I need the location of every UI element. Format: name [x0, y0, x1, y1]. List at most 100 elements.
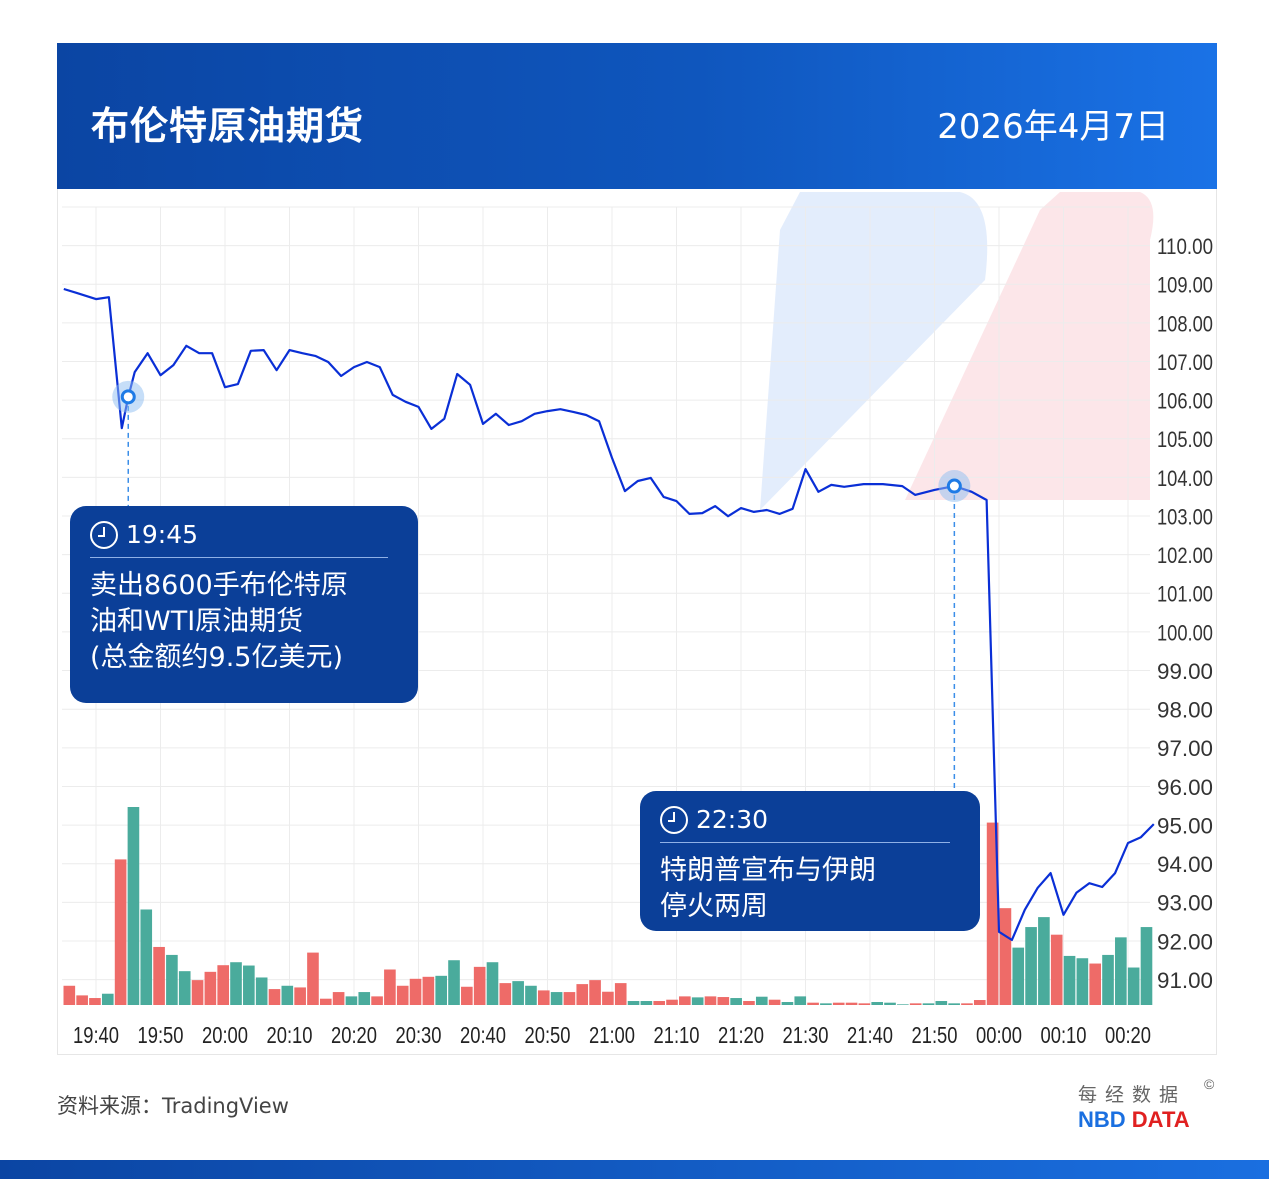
volume-bar — [89, 998, 101, 1005]
volume-bar — [1115, 937, 1127, 1005]
volume-bar — [717, 997, 730, 1005]
volume-bar — [243, 965, 255, 1005]
y-tick-label: 104.00 — [1157, 466, 1213, 491]
clock-icon — [660, 805, 688, 834]
volume-bar — [897, 1004, 909, 1005]
volume-bar — [448, 960, 460, 1005]
source-note: 资料来源：TradingView — [57, 1094, 289, 1118]
decor-blue-shape — [760, 192, 988, 510]
chart-date: 2026年4月7日 — [937, 107, 1169, 147]
y-tick-label: 102.00 — [1157, 543, 1213, 568]
volume-bar — [435, 975, 448, 1005]
chart-title: 布伦特原油期货 — [91, 104, 365, 148]
volume-bar — [307, 952, 319, 1005]
volume-bar — [948, 1003, 960, 1005]
volume-bar — [1038, 917, 1050, 1005]
copyright-mark: © — [1204, 1076, 1215, 1092]
y-tick-label: 101.00 — [1157, 582, 1213, 607]
volume-bar — [871, 1002, 884, 1005]
volume-bar — [935, 1001, 948, 1005]
volume-bar — [114, 859, 127, 1005]
volume-bar — [781, 1002, 794, 1005]
volume-bar — [743, 1001, 755, 1005]
volume-bar — [1127, 967, 1140, 1005]
clock-icon — [90, 520, 118, 549]
volume-bar — [640, 1001, 653, 1005]
x-tick-label: 20:20 — [331, 1022, 377, 1048]
decor-red-shape — [905, 192, 1154, 500]
volume-bar — [576, 984, 589, 1005]
volume-bar — [666, 999, 678, 1005]
volume-bar — [755, 996, 768, 1005]
x-tick-label: 21:50 — [912, 1022, 958, 1048]
volume-bar — [486, 962, 499, 1005]
y-tick-label: 98.00 — [1157, 698, 1213, 723]
annotation-2230: 22:30 特朗普宣布与伊朗 停火两周 — [640, 791, 980, 931]
annotation-text-line: (总金额约9.5亿美元) — [90, 642, 344, 673]
volume-bar — [589, 980, 601, 1005]
volume-bar — [730, 998, 742, 1005]
volume-bar — [922, 1003, 935, 1005]
volume-bar — [217, 965, 230, 1005]
volume-bar — [794, 996, 807, 1005]
volume-bar — [768, 999, 781, 1005]
volume-bar — [166, 954, 178, 1005]
x-tick-label: 20:40 — [460, 1022, 506, 1048]
price-line — [63, 287, 1155, 942]
volume-bar — [422, 976, 435, 1005]
y-tick-label: 107.00 — [1157, 350, 1213, 375]
volume-bar — [986, 822, 999, 1005]
volume-bar — [268, 989, 281, 1005]
annotation-text-line: 油和WTI原油期货 — [90, 606, 304, 637]
volume-bar — [294, 987, 306, 1005]
volume-bar — [127, 807, 140, 1005]
header-banner: 布伦特原油期货 2026年4月7日 — [57, 43, 1217, 189]
x-tick-label: 21:20 — [718, 1022, 764, 1048]
volume-bar — [1140, 927, 1153, 1005]
y-tick-label: 99.00 — [1157, 659, 1213, 684]
annotation-text-line: 卖出8600手布伦特原 — [90, 570, 348, 601]
volume-bar — [1050, 934, 1063, 1005]
x-tick-label: 20:30 — [396, 1022, 442, 1048]
volume-bar — [153, 946, 165, 1005]
x-tick-label: 20:00 — [202, 1022, 248, 1048]
x-tick-label: 21:40 — [847, 1022, 893, 1048]
volume-bar — [858, 1003, 871, 1005]
volume-bar — [820, 1003, 832, 1005]
volume-bar — [845, 1002, 858, 1005]
volume-bar — [191, 980, 204, 1005]
logo-cn: 每经数据 — [1078, 1084, 1187, 1106]
volume-bar — [1025, 927, 1037, 1005]
y-tick-label: 91.00 — [1157, 968, 1213, 993]
y-tick-label: 94.00 — [1157, 852, 1213, 877]
x-tick-label: 00:10 — [1041, 1022, 1087, 1048]
volume-bar — [230, 962, 242, 1005]
chart-frame — [57, 189, 1217, 1055]
volume-bar — [358, 992, 371, 1005]
volume-bar — [832, 1002, 845, 1005]
x-tick-label: 21:30 — [783, 1022, 829, 1048]
bottom-bar — [0, 1160, 1269, 1179]
volume-bar — [653, 1001, 666, 1005]
volume-bar — [614, 983, 627, 1005]
y-tick-label: 100.00 — [1157, 620, 1213, 645]
volume-bar — [679, 996, 691, 1005]
volume-bar — [396, 985, 409, 1005]
volume-bar — [884, 1002, 896, 1005]
volume-bar — [1012, 947, 1025, 1005]
y-tick-label: 97.00 — [1157, 736, 1213, 761]
annotation-text-line: 特朗普宣布与伊朗 — [660, 855, 876, 886]
y-tick-label: 93.00 — [1157, 891, 1213, 916]
volume-bar — [1076, 958, 1089, 1005]
volume-bar — [525, 985, 537, 1005]
logo-nbd: NBD — [1078, 1107, 1126, 1132]
y-tick-label: 96.00 — [1157, 775, 1213, 800]
volume-bar — [550, 992, 563, 1005]
volume-bar — [1089, 963, 1102, 1005]
volume-bar — [255, 977, 268, 1005]
x-tick-label: 20:50 — [525, 1022, 571, 1048]
x-tick-label: 19:40 — [73, 1022, 119, 1048]
annotation-text-line: 停火两周 — [660, 891, 768, 922]
x-tick-label: 19:50 — [138, 1022, 184, 1048]
y-tick-label: 103.00 — [1157, 504, 1213, 529]
